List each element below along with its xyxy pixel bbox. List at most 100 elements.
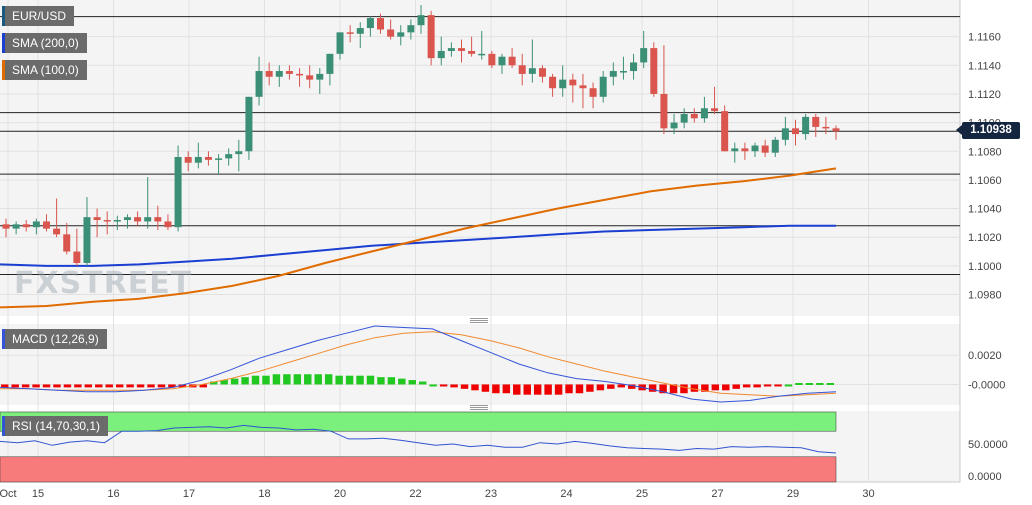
- macd-histogram-bar: [596, 384, 605, 391]
- candle-down: [690, 114, 698, 119]
- macd-histogram-bar: [481, 384, 490, 392]
- candle-down: [103, 220, 111, 222]
- rsi-legend[interactable]: RSI (14,70,30,1): [2, 416, 109, 436]
- moving-averages: [0, 167, 837, 309]
- macd-histogram-bar: [220, 380, 228, 385]
- pane-resize-handle[interactable]: [470, 405, 488, 410]
- y-tick-label: 1.0980: [968, 290, 1002, 302]
- macd-histogram-bar: [471, 384, 479, 391]
- macd-histogram-bar: [523, 384, 531, 395]
- candle-down: [377, 18, 385, 30]
- macd-histogram-bar: [178, 384, 187, 388]
- y-tick-label: 1.1140: [968, 60, 1001, 72]
- macd-histogram-bar: [680, 384, 688, 394]
- candle-up: [670, 122, 678, 129]
- macd-histogram-bar: [157, 384, 166, 388]
- legend-swatch: [2, 6, 5, 26]
- x-tick-label: 22: [409, 488, 421, 500]
- candles: [2, 5, 840, 266]
- macd-histogram-bar: [805, 383, 814, 385]
- candle-down: [508, 56, 516, 66]
- candle-up: [771, 139, 779, 153]
- candle-down: [792, 128, 800, 135]
- candle-up: [700, 108, 708, 119]
- sma200-legend[interactable]: SMA (200,0): [2, 33, 87, 53]
- x-tick-label: 16: [107, 488, 119, 500]
- macd-histogram-bar: [21, 384, 30, 388]
- candle-up: [215, 158, 223, 160]
- candle-up: [32, 221, 40, 228]
- candle-down: [569, 79, 577, 86]
- candle-up: [123, 217, 131, 221]
- macd-histogram-bar: [63, 384, 72, 388]
- candle-up: [113, 220, 121, 222]
- candle-up: [599, 76, 607, 97]
- macd-legend[interactable]: MACD (12,26,9): [2, 329, 107, 349]
- candle-down: [832, 128, 840, 132]
- macd-histogram-bar: [648, 384, 657, 392]
- macd-histogram-bar: [199, 384, 207, 388]
- candle-down: [42, 221, 50, 229]
- x-tick-label: 27: [711, 488, 723, 500]
- macd-histogram-bar: [816, 383, 824, 385]
- candle-up: [680, 114, 688, 123]
- candle-up: [194, 156, 202, 163]
- symbol-legend[interactable]: EUR/USD: [2, 6, 75, 26]
- macd-histogram-bar: [272, 374, 281, 385]
- candle-down: [589, 88, 597, 97]
- macd-histogram-bar: [398, 378, 406, 385]
- y-tick-label: 1.1000: [968, 261, 1002, 273]
- candle-down: [2, 224, 10, 229]
- watermark: FXSTREET: [14, 266, 193, 301]
- macd-histogram-bar: [283, 374, 291, 385]
- candle-up: [316, 73, 324, 80]
- macd-histogram-bar: [126, 384, 134, 388]
- macd-histogram-bar: [628, 384, 636, 389]
- candle-down: [761, 145, 769, 153]
- candle-up: [275, 71, 283, 77]
- macd-histogram-bar: [554, 384, 563, 395]
- candle-down: [22, 224, 30, 228]
- legend-swatch: [2, 33, 5, 53]
- candle-up: [478, 53, 486, 56]
- symbol-label: EUR/USD: [12, 9, 67, 23]
- macd-histogram-bar: [230, 378, 239, 385]
- candle-up: [559, 79, 567, 89]
- candle-up: [174, 156, 182, 228]
- candle-up: [751, 145, 759, 152]
- sma100-legend[interactable]: SMA (100,0): [2, 60, 87, 80]
- macd-histogram-bar: [95, 384, 103, 388]
- macd-histogram-bar: [356, 375, 364, 385]
- candle-down: [164, 221, 172, 228]
- macd-histogram-bar: [377, 377, 385, 385]
- candle-up: [407, 25, 415, 33]
- candle-up: [255, 71, 263, 97]
- candle-up: [619, 71, 627, 73]
- x-tick-label: 29: [787, 488, 799, 500]
- macd-histogram-bar: [826, 383, 834, 385]
- y-tick-label: 50.0000: [968, 439, 1008, 451]
- macd-histogram-bar: [492, 384, 500, 394]
- macd-histogram-bar: [345, 375, 354, 385]
- macd-histogram-bar: [241, 377, 249, 385]
- candle-down: [549, 76, 557, 89]
- rsi-overbought-zone: [0, 411, 837, 432]
- pane-resize-handle[interactable]: [470, 318, 488, 323]
- macd-histogram-bar: [450, 384, 458, 388]
- y-tick-label: 0.0000: [968, 471, 1002, 483]
- candle-down: [721, 111, 729, 152]
- y-tick-label: 0.0020: [968, 350, 1002, 362]
- candle-up: [781, 128, 789, 140]
- y-tick-label: 1.1020: [968, 232, 1002, 244]
- macd-histogram-bar: [11, 384, 19, 388]
- candle-up: [245, 96, 253, 152]
- macd-histogram-bar: [659, 384, 667, 394]
- candle-down: [73, 251, 81, 263]
- candle-down: [518, 65, 526, 74]
- legend-swatch: [2, 329, 5, 349]
- macd-histogram-bar: [210, 381, 218, 385]
- macd-histogram-bar: [168, 384, 176, 388]
- candle-up: [397, 32, 405, 37]
- candle-down: [154, 217, 162, 222]
